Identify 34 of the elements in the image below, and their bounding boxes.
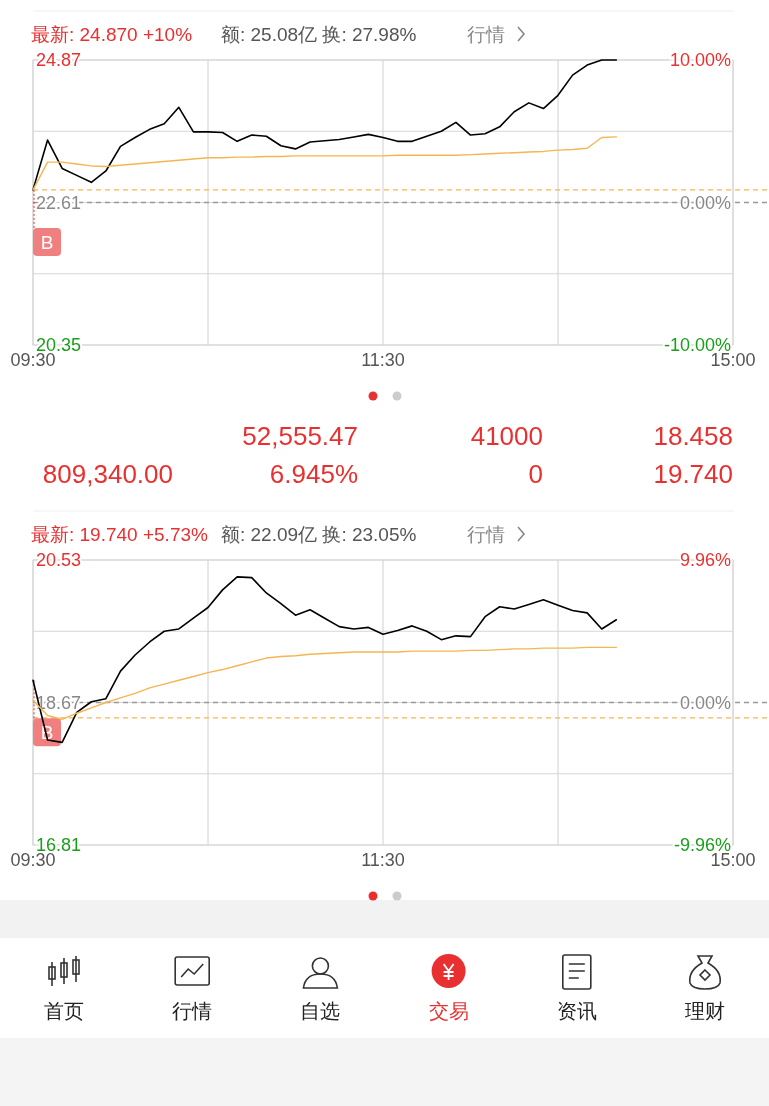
text: 交易 xyxy=(428,1000,469,1022)
text: 自选 xyxy=(300,1000,341,1022)
x-tick-label: 15:00 xyxy=(710,850,756,870)
x-tick-label: 11:30 xyxy=(361,350,405,370)
y2-tick-label: 0.00% xyxy=(679,692,731,713)
chart-title: 最新: 19.740 +5.73% xyxy=(31,524,209,545)
text: 19.740 xyxy=(653,459,733,489)
text: 0 xyxy=(528,459,543,489)
y-tick-label: 20.53 xyxy=(36,550,82,570)
y2-tick-label: 10.00% xyxy=(669,50,731,70)
chart-subtitle: 额: 22.09亿 换: 23.05% xyxy=(221,524,417,545)
x-tick-label: 09:30 xyxy=(10,850,56,870)
text: 行情 xyxy=(467,24,505,45)
text: 行情 xyxy=(172,1000,213,1022)
chart-title: 最新: 24.870 +10% xyxy=(31,24,193,45)
text: 41000 xyxy=(470,421,543,451)
text: 6.945% xyxy=(269,459,358,489)
chart-subtitle: 额: 25.08亿 换: 27.98% xyxy=(221,24,417,45)
y-tick-label: 24.87 xyxy=(36,50,82,70)
annotation: B xyxy=(40,231,54,253)
x-tick-label: 09:30 xyxy=(10,350,56,370)
x-tick-label: 15:00 xyxy=(710,350,756,370)
text: 首页 xyxy=(44,1000,84,1022)
y-tick-label: 22.61 xyxy=(36,192,82,213)
text: 行情 xyxy=(467,524,505,545)
text: 理财 xyxy=(685,1000,725,1022)
text: 资讯 xyxy=(556,1000,597,1022)
y2-tick-label: 0.00% xyxy=(679,192,731,213)
text: 18.458 xyxy=(653,421,733,451)
line-series xyxy=(32,576,618,744)
text: 809,340.00 xyxy=(42,459,173,489)
text: 52,555.47 xyxy=(242,421,358,451)
x-tick-label: 11:30 xyxy=(361,850,405,870)
y2-tick-label: 9.96% xyxy=(679,550,731,570)
